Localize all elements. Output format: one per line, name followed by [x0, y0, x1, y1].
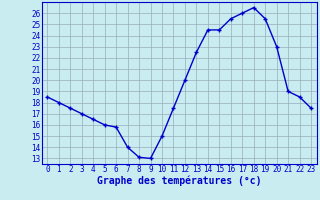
X-axis label: Graphe des températures (°c): Graphe des températures (°c): [97, 176, 261, 186]
